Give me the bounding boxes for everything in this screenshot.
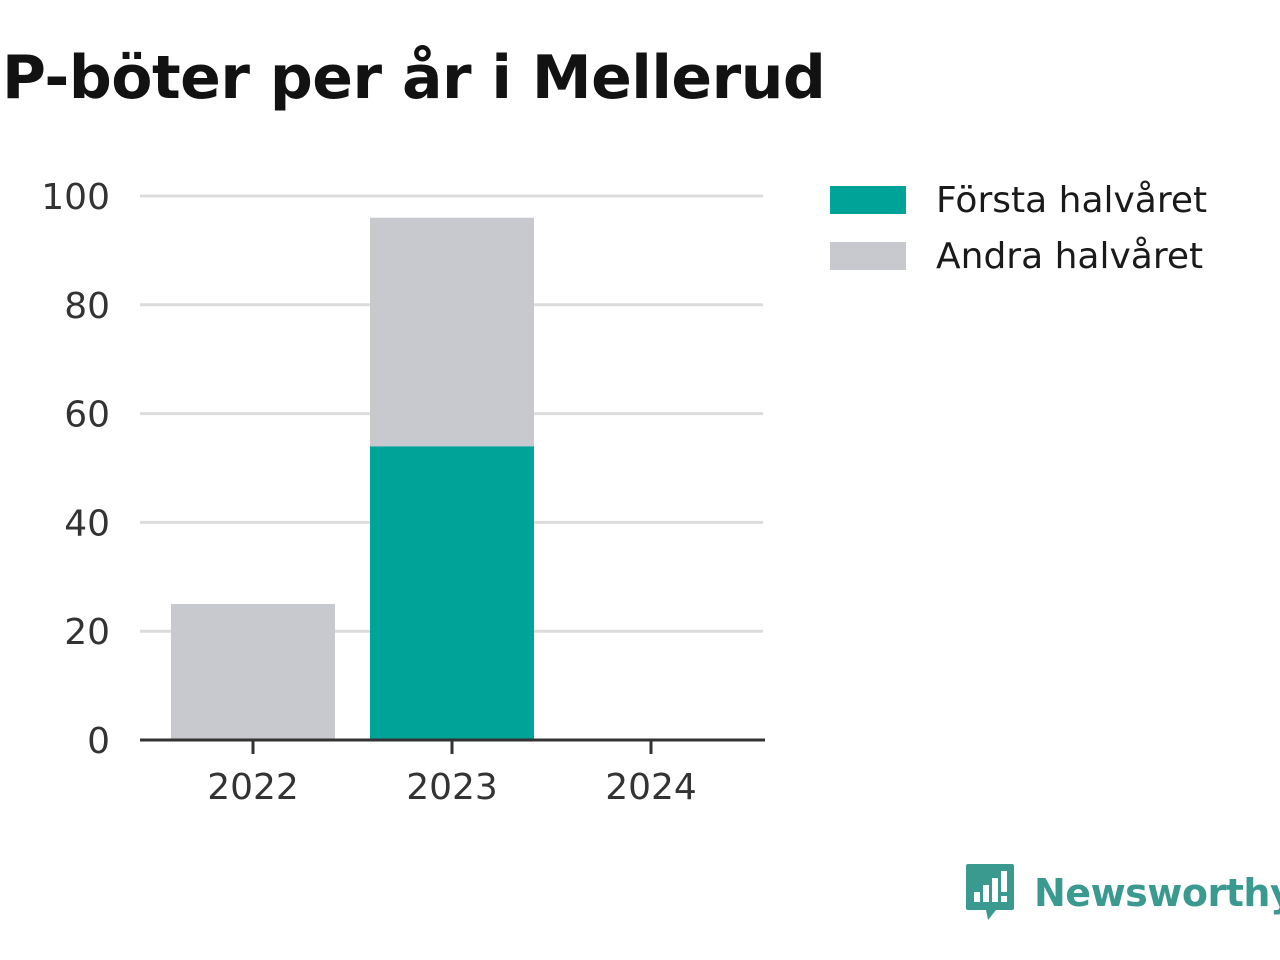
y-tick-label: 60 (64, 395, 110, 436)
x-tick-label: 2022 (207, 767, 299, 808)
x-tick-label: 2024 (605, 767, 697, 808)
chart-title: P-böter per år i Mellerud (2, 43, 826, 113)
brand: Newsworthy (964, 862, 1280, 924)
axes: 0 20 40 60 80 100 2022 2023 2024 (41, 177, 765, 808)
bar-segment-2023-second-half (370, 217, 534, 447)
bar-segment-2022-second-half (171, 604, 335, 740)
y-tick-label: 80 (64, 286, 110, 327)
y-tick-label: 100 (41, 177, 110, 218)
legend-item-first-half: Första halvåret (830, 172, 1207, 228)
newsworthy-logo-icon (966, 864, 1014, 920)
y-tick-label: 20 (64, 612, 110, 653)
bar-segment-2023-first-half (370, 446, 534, 740)
legend-swatch-second-half (830, 242, 906, 270)
legend: Första halvåret Andra halvåret (830, 172, 1207, 284)
legend-label-first-half: Första halvåret (936, 179, 1208, 221)
legend-label-second-half: Andra halvåret (936, 235, 1204, 277)
y-tick-label: 40 (64, 503, 110, 544)
legend-item-second-half: Andra halvåret (830, 228, 1207, 284)
bars (171, 217, 534, 740)
legend-swatch-first-half (830, 186, 906, 214)
brand-name: Newsworthy (1034, 871, 1280, 915)
y-tick-label: 0 (87, 721, 110, 762)
x-tick-label: 2023 (406, 767, 498, 808)
